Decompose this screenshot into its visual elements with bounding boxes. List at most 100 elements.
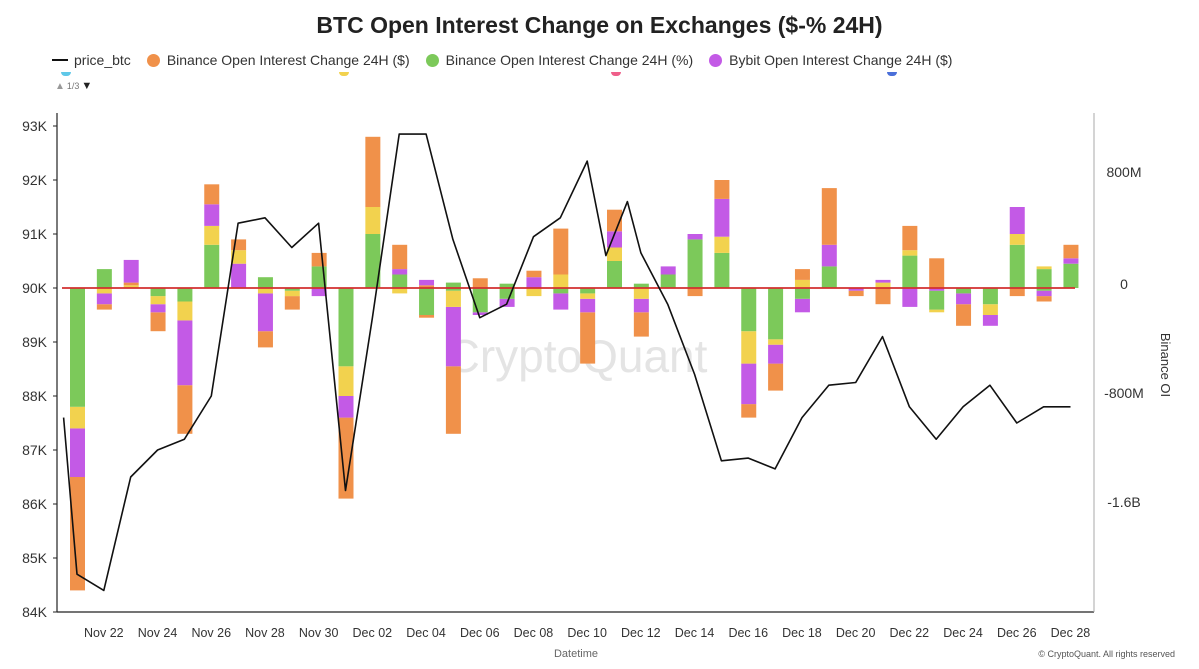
bar-segment bbox=[902, 255, 918, 288]
bar-segment bbox=[768, 339, 784, 345]
bar-segment bbox=[768, 344, 784, 364]
bar-segment bbox=[284, 288, 300, 291]
bar-segment bbox=[284, 296, 300, 310]
bar-segment bbox=[231, 263, 247, 288]
y2-tick-label: 800M bbox=[1106, 164, 1141, 180]
bar-segment bbox=[177, 288, 193, 302]
legend: price_btc Binance Open Interest Change 2… bbox=[52, 52, 968, 68]
bar-segment bbox=[1036, 288, 1052, 291]
bar-segment bbox=[768, 288, 784, 340]
y-tick-label: 89K bbox=[22, 334, 48, 350]
bar-segment bbox=[204, 244, 220, 288]
bar-segment bbox=[1036, 266, 1052, 270]
bar-segment bbox=[257, 288, 273, 294]
bar-segment bbox=[902, 288, 918, 307]
bar-segment bbox=[526, 270, 542, 278]
bar-segment bbox=[660, 274, 676, 288]
x-tick-label: Nov 30 bbox=[299, 626, 339, 640]
bar-segment bbox=[848, 288, 864, 291]
legend-label: Binance Open Interest Change 24H ($) bbox=[166, 52, 410, 68]
dot-swatch-icon bbox=[709, 53, 723, 67]
bar-segment bbox=[714, 236, 730, 253]
pager-down-icon[interactable]: ▼ bbox=[81, 80, 93, 92]
bar-segment bbox=[445, 306, 461, 367]
watermark-text: CryptoQuant bbox=[447, 330, 708, 382]
bar-segment bbox=[499, 283, 515, 288]
pager-label: 1/3 bbox=[66, 81, 80, 91]
bar-segment bbox=[768, 363, 784, 391]
bar-segment bbox=[982, 304, 998, 315]
legend-item-binance-usd[interactable]: Binance Open Interest Change 24H ($) bbox=[146, 52, 410, 68]
bar-segment bbox=[472, 288, 488, 313]
copyright-footer: © CryptoQuant. All rights reserved bbox=[1038, 649, 1175, 659]
bar-segment bbox=[902, 225, 918, 251]
y2-tick-label: -800M bbox=[1104, 385, 1144, 401]
bar-segment bbox=[580, 298, 596, 313]
y-tick-label: 87K bbox=[22, 442, 48, 458]
legend-item-bybit-usd[interactable]: Bybit Open Interest Change 24H ($) bbox=[709, 52, 952, 68]
bar-segment bbox=[982, 288, 998, 305]
pager-up-icon[interactable]: ▲ bbox=[55, 80, 65, 92]
bar-segment bbox=[1009, 288, 1025, 297]
bar-segment bbox=[633, 283, 649, 288]
bar-segment bbox=[231, 239, 247, 251]
x-tick-label: Dec 14 bbox=[675, 626, 715, 640]
bar-segment bbox=[365, 234, 381, 288]
price-btc-line bbox=[62, 133, 1071, 592]
bar-segment bbox=[177, 320, 193, 386]
bar-segment bbox=[257, 331, 273, 348]
y-tick-label: 85K bbox=[22, 550, 48, 566]
bar-segment bbox=[956, 288, 972, 294]
x-tick-label: Nov 24 bbox=[138, 626, 178, 640]
bar-segment bbox=[311, 288, 327, 297]
y-tick-label: 90K bbox=[22, 280, 48, 296]
bar-segment bbox=[150, 304, 166, 313]
bar-segment bbox=[338, 417, 354, 499]
bar-segment bbox=[687, 288, 703, 297]
chart-title: BTC Open Interest Change on Exchanges ($… bbox=[316, 12, 883, 38]
bar-segment bbox=[875, 279, 891, 283]
bar-segment bbox=[741, 404, 757, 418]
bar-segment bbox=[70, 406, 85, 429]
bar-segment bbox=[821, 188, 837, 245]
bar-segment bbox=[70, 477, 85, 591]
bar-segment bbox=[821, 244, 837, 267]
y2-tick-label: 0 bbox=[1120, 276, 1128, 292]
bar-segment bbox=[123, 259, 139, 283]
bar-segment bbox=[580, 312, 596, 364]
bar-segment bbox=[714, 180, 730, 199]
line-swatch-icon bbox=[52, 59, 68, 61]
x-tick-label: Dec 22 bbox=[890, 626, 930, 640]
x-tick-label: Dec 10 bbox=[567, 626, 607, 640]
y2-axis-title: Binance OI bbox=[1158, 333, 1173, 397]
bar-segment bbox=[445, 288, 461, 291]
x-tick-label: Nov 28 bbox=[245, 626, 285, 640]
bar-segment bbox=[1009, 244, 1025, 288]
bar-segment bbox=[741, 331, 757, 364]
bar-segment bbox=[70, 428, 85, 477]
hidden-legend-dot-icon bbox=[611, 72, 621, 76]
bar-segment bbox=[472, 278, 488, 288]
bar-segment bbox=[1009, 207, 1025, 234]
bar-segment bbox=[982, 315, 998, 326]
x-tick-label: Dec 20 bbox=[836, 626, 876, 640]
legend-item-price-btc[interactable]: price_btc bbox=[52, 52, 131, 68]
bar-segment bbox=[1063, 258, 1079, 264]
bar-segment bbox=[123, 282, 139, 286]
bar-segment bbox=[875, 282, 891, 288]
bar-segment bbox=[633, 298, 649, 313]
bar-segment bbox=[956, 304, 972, 326]
bar-segment bbox=[419, 279, 435, 286]
bar-segment bbox=[794, 288, 810, 299]
bar-segment bbox=[714, 198, 730, 237]
bar-segment bbox=[714, 252, 730, 288]
bar-segment bbox=[1036, 269, 1052, 288]
legend-item-binance-pct[interactable]: Binance Open Interest Change 24H (%) bbox=[425, 52, 693, 68]
bar-segment bbox=[96, 269, 112, 288]
bar-segment bbox=[177, 301, 193, 321]
bar-segment bbox=[633, 288, 649, 299]
bar-segment bbox=[848, 290, 864, 297]
bar-segment bbox=[365, 207, 381, 234]
bar-segment bbox=[821, 266, 837, 288]
